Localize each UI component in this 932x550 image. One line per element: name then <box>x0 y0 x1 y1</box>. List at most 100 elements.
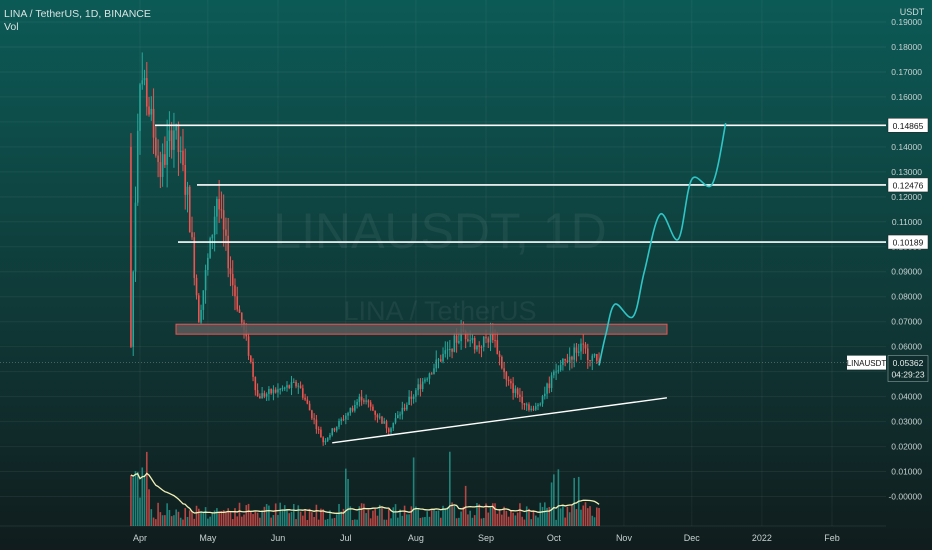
volume-bar <box>259 517 261 526</box>
candle-body <box>207 257 209 270</box>
volume-bar <box>252 514 254 526</box>
x-tick-label: Dec <box>684 533 701 543</box>
y-tick-label: -0.00000 <box>888 492 922 502</box>
candle-body <box>580 343 582 352</box>
candle-body <box>139 84 141 131</box>
candle-body <box>575 347 578 353</box>
volume-bar <box>306 519 309 526</box>
volume-bar <box>430 509 433 526</box>
volume-bar <box>501 514 503 526</box>
volume-bar <box>322 509 324 526</box>
candle-body <box>342 419 345 421</box>
volume-bar <box>222 510 225 526</box>
volume-bar <box>152 517 155 526</box>
volume-bar <box>496 513 499 526</box>
volume-bar <box>410 506 413 526</box>
volume-bar <box>225 512 227 526</box>
candle-body <box>292 381 295 383</box>
volume-bar <box>589 506 591 526</box>
candle-body <box>442 353 444 362</box>
volume-bar <box>256 512 259 526</box>
candle-body <box>272 389 275 394</box>
y-tick-label: 0.18000 <box>891 42 922 52</box>
volume-bar <box>580 509 582 526</box>
volume-bar <box>349 506 352 526</box>
volume-bar <box>482 517 485 526</box>
indicator-label[interactable]: Vol <box>4 21 19 33</box>
volume-bar <box>143 474 146 526</box>
candle-body <box>338 420 340 427</box>
candle-body <box>141 80 144 85</box>
candle-body <box>184 164 187 195</box>
volume-bar <box>417 509 419 526</box>
level-price-tag <box>887 234 929 250</box>
symbol-line[interactable]: LINA / TetherUS, 1D, BINANCE <box>4 8 151 20</box>
candle-body <box>247 336 250 356</box>
candle-body <box>532 408 535 410</box>
support-trendline[interactable] <box>332 397 668 444</box>
candle-body <box>173 130 175 150</box>
candle-body <box>553 371 555 376</box>
volume-bar <box>340 511 343 526</box>
volume-bar <box>329 510 331 526</box>
candle-body <box>256 390 259 397</box>
volume-bar <box>170 516 173 526</box>
volume-bar <box>464 485 467 526</box>
candle-body <box>159 162 162 177</box>
volume-bar <box>512 512 514 526</box>
candle-body <box>476 345 478 350</box>
volume-bar <box>534 515 537 526</box>
candle-body <box>562 358 564 365</box>
volume-bar <box>338 503 340 526</box>
candle-body <box>265 393 268 397</box>
candle-body <box>331 428 334 436</box>
volume-bar <box>381 506 383 526</box>
candle-body <box>467 339 469 341</box>
candle-body <box>512 383 514 393</box>
volume-bar <box>550 482 553 526</box>
candle-body <box>315 419 318 430</box>
volume-bar <box>498 509 501 526</box>
projection-path[interactable] <box>598 122 727 366</box>
currency-label: USDT <box>900 7 925 17</box>
candle-body <box>193 237 196 278</box>
candle-body <box>213 216 216 235</box>
volume-bar <box>263 506 266 526</box>
x-tick-label: Oct <box>547 533 562 543</box>
volume-bar <box>519 503 521 526</box>
candle-body <box>415 390 417 397</box>
volume-bar <box>491 503 494 526</box>
candle-body <box>222 210 225 230</box>
candle-body <box>277 389 279 393</box>
resistance-zone[interactable] <box>175 323 668 335</box>
volume-bar <box>376 515 379 526</box>
volume-bar <box>383 519 386 526</box>
volume-bar <box>433 509 435 526</box>
volume-bar <box>469 510 471 526</box>
candle-body <box>286 385 288 388</box>
volume-bar <box>247 503 250 526</box>
candle-body <box>225 229 227 236</box>
volume-bar <box>476 502 478 526</box>
volume-bar <box>510 510 512 526</box>
candle-body <box>200 309 202 323</box>
volume-bar <box>308 508 311 526</box>
volume-bar <box>521 516 523 526</box>
candle-body <box>177 123 180 153</box>
volume-bar <box>505 510 508 526</box>
candle-body <box>383 421 386 424</box>
volume-bar <box>270 517 272 526</box>
candle-body <box>471 337 474 341</box>
candle-body <box>148 106 150 115</box>
y-tick-label: 0.04000 <box>891 392 922 402</box>
volume-bar <box>155 519 157 526</box>
candle-body <box>496 340 499 355</box>
volume-bar <box>403 505 406 526</box>
volume-bar <box>177 511 180 526</box>
candle-body <box>430 373 433 375</box>
volume-bar <box>150 509 153 526</box>
x-tick-label: Aug <box>408 533 424 543</box>
candle-body <box>335 426 338 431</box>
volume-bar <box>254 511 257 526</box>
